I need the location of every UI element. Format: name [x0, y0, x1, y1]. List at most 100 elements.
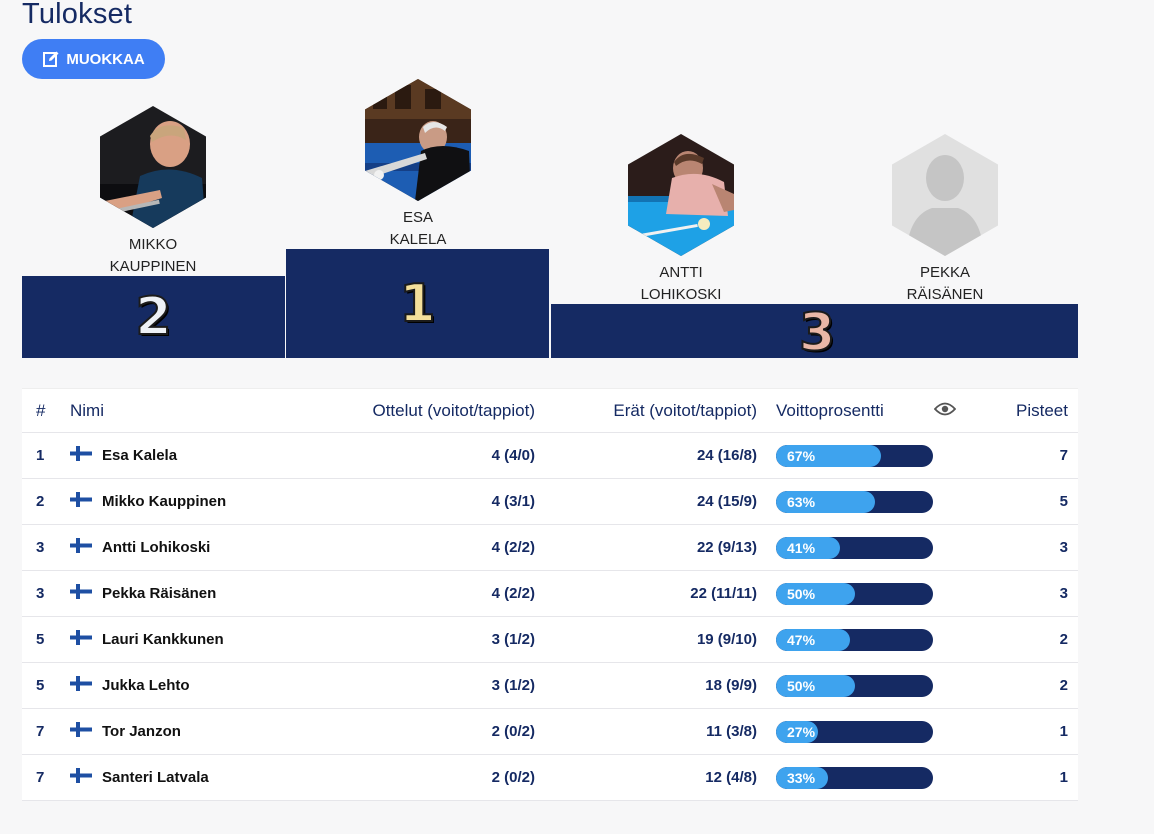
win-pct-bar: 63%: [776, 490, 933, 513]
podium-name-line1: ESA: [402, 209, 433, 226]
header-matches[interactable]: Ottelut (voitot/tappiot): [372, 400, 535, 420]
header-rank[interactable]: #: [36, 400, 46, 420]
player-name[interactable]: Mikko Kauppinen: [102, 493, 227, 510]
player-avatar: [365, 79, 471, 201]
win-pct-fill: [776, 766, 828, 789]
row-rank: 7: [36, 723, 45, 740]
row-points: 1: [1059, 769, 1068, 786]
row-win-pct: 41%: [757, 536, 933, 559]
win-pct-label: 41%: [787, 539, 816, 556]
podium-name-line2: RÄISÄNEN: [906, 286, 984, 303]
edit-button-label: MUOKKAA: [66, 50, 145, 68]
table-row[interactable]: 5 Lauri Kankkunen 3 (1/2) 19 (9/10) 47% 2: [22, 617, 1078, 663]
player-name[interactable]: Jukka Lehto: [102, 677, 190, 694]
podium-rank-second: 2: [134, 286, 172, 348]
table-row[interactable]: 1 Esa Kalela 4 (4/0) 24 (16/8) 67% 7: [22, 433, 1078, 479]
podium-name-line2: KALELA: [389, 231, 447, 248]
finland-flag-icon: [70, 630, 92, 645]
header-win-pct[interactable]: Voittoprosentti: [776, 400, 884, 420]
win-pct-label: 27%: [787, 723, 816, 740]
win-pct-fill: [776, 536, 841, 559]
row-win-pct: 67%: [757, 444, 933, 467]
player-name[interactable]: Antti Lohikoski: [102, 539, 211, 556]
win-pct-bar: 50%: [776, 582, 933, 605]
row-sets: 12 (4/8): [705, 769, 757, 786]
row-points: 1: [1059, 723, 1068, 740]
row-matches: 2 (0/2): [491, 723, 535, 740]
win-pct-bar: 27%: [776, 720, 933, 743]
row-name-cell: Tor Janzon: [70, 722, 300, 740]
win-pct-fill: [776, 582, 855, 605]
header-name[interactable]: Nimi: [70, 400, 104, 420]
finland-flag-icon: [70, 492, 92, 507]
row-rank: 5: [36, 631, 45, 648]
row-matches: 4 (3/1): [491, 493, 535, 510]
row-matches: 3 (1/2): [491, 631, 535, 648]
page-title: Tulokset: [22, 0, 133, 30]
row-matches: 2 (0/2): [491, 769, 535, 786]
table-body: 1 Esa Kalela 4 (4/0) 24 (16/8) 67% 7 2 Mikko Ka…: [22, 433, 1078, 801]
podium-name-line1: PEKKA: [919, 264, 971, 281]
table-header: # Nimi Ottelut (voitot/tappiot) Erät (vo…: [22, 388, 1078, 433]
edit-button[interactable]: MUOKKAA: [22, 39, 165, 79]
podium-name-line2: KAUPPINEN: [109, 258, 197, 275]
row-sets: 24 (15/9): [696, 493, 757, 510]
finland-flag-icon: [70, 722, 92, 737]
player-name[interactable]: Tor Janzon: [102, 723, 181, 740]
row-points: 5: [1059, 493, 1068, 510]
player-avatar: [100, 106, 206, 228]
player-name[interactable]: Pekka Räisänen: [102, 585, 217, 602]
table-row[interactable]: 7 Santeri Latvala 2 (0/2) 12 (4/8) 33% 1: [22, 755, 1078, 801]
win-pct-bar: 33%: [776, 766, 933, 789]
podium-name-line2: LOHIKOSKI: [640, 286, 722, 303]
win-pct-fill: [776, 720, 819, 743]
table-row[interactable]: 5 Jukka Lehto 3 (1/2) 18 (9/9) 50% 2: [22, 663, 1078, 709]
podium-third-player-b: PEKKA RÄISÄNEN: [855, 134, 1035, 306]
row-points: 2: [1059, 631, 1068, 648]
row-matches: 4 (2/2): [491, 539, 535, 556]
win-pct-label: 50%: [787, 677, 816, 694]
win-pct-fill: [776, 490, 875, 513]
podium-name-line1: MIKKO: [128, 236, 178, 253]
podium-block-second: 2: [22, 276, 285, 358]
win-pct-bar: 50%: [776, 674, 933, 697]
row-matches: 4 (2/2): [491, 585, 535, 602]
row-win-pct: 50%: [757, 582, 933, 605]
win-pct-fill: [776, 628, 850, 651]
row-name-cell: Jukka Lehto: [70, 676, 300, 694]
table-row[interactable]: 3 Pekka Räisänen 4 (2/2) 22 (11/11) 50% 3: [22, 571, 1078, 617]
eye-icon[interactable]: [914, 401, 976, 421]
row-rank: 5: [36, 677, 45, 694]
win-pct-fill: [776, 674, 855, 697]
win-pct-bar: 41%: [776, 536, 933, 559]
table-row[interactable]: 7 Tor Janzon 2 (0/2) 11 (3/8) 27% 1: [22, 709, 1078, 755]
player-name[interactable]: Lauri Kankkunen: [102, 631, 224, 648]
table-row[interactable]: 3 Antti Lohikoski 4 (2/2) 22 (9/13) 41% 3: [22, 525, 1078, 571]
win-pct-label: 50%: [787, 585, 816, 602]
podium-rank-first: 1: [398, 273, 436, 335]
row-rank: 7: [36, 769, 45, 786]
row-name-cell: Antti Lohikoski: [70, 538, 300, 556]
row-rank: 3: [36, 539, 45, 556]
podium-block-first: 1: [286, 249, 549, 358]
win-pct-label: 63%: [787, 493, 816, 510]
row-points: 3: [1059, 539, 1068, 556]
row-sets: 24 (16/8): [696, 447, 757, 464]
row-rank: 1: [36, 447, 45, 464]
player-name[interactable]: Esa Kalela: [102, 447, 178, 464]
row-points: 3: [1059, 585, 1068, 602]
table-row[interactable]: 2 Mikko Kauppinen 4 (3/1) 24 (15/9) 63% 5: [22, 479, 1078, 525]
row-rank: 3: [36, 585, 45, 602]
row-matches: 3 (1/2): [491, 677, 535, 694]
results-table: # Nimi Ottelut (voitot/tappiot) Erät (vo…: [22, 388, 1078, 801]
player-name[interactable]: Santeri Latvala: [102, 769, 209, 786]
header-sets[interactable]: Erät (voitot/tappiot): [613, 400, 757, 420]
row-name-cell: Pekka Räisänen: [70, 584, 300, 602]
header-points[interactable]: Pisteet: [1016, 400, 1068, 420]
row-rank: 2: [36, 493, 45, 510]
row-name-cell: Lauri Kankkunen: [70, 630, 300, 648]
row-sets: 22 (11/11): [690, 585, 757, 602]
podium-name-line1: ANTTI: [659, 264, 703, 281]
finland-flag-icon: [70, 584, 92, 599]
row-sets: 19 (9/10): [696, 631, 757, 648]
